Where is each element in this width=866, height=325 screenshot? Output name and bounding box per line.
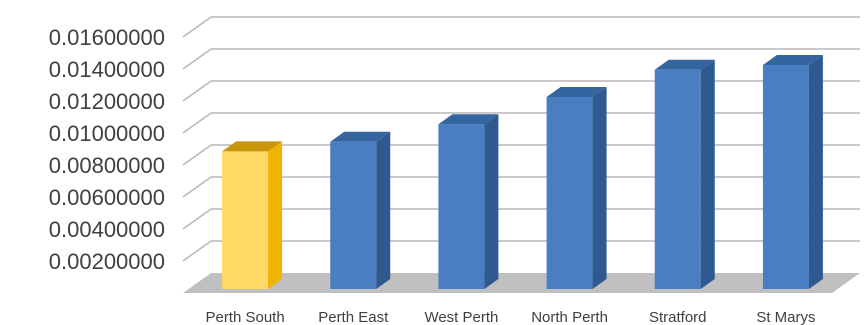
chart-floor [183, 273, 860, 293]
x-tick-label: Perth East [318, 309, 389, 325]
bar-front [222, 151, 269, 289]
gridline-wall [182, 16, 212, 38]
chart-bars [222, 55, 823, 289]
bar-side [808, 55, 823, 289]
bar-side [268, 141, 283, 289]
bar-side [700, 59, 715, 289]
bar-top [330, 131, 391, 142]
y-tick-label: 0.01000000 [49, 121, 165, 146]
y-tick-label: 0.01200000 [49, 89, 165, 114]
bar-front [546, 97, 593, 289]
x-tick-label: North Perth [531, 309, 608, 325]
bar-top [654, 59, 715, 70]
bar [438, 114, 499, 289]
y-tick-label: 0.00400000 [49, 217, 165, 242]
bar [222, 141, 283, 289]
x-tick-label: St Marys [756, 309, 815, 325]
bar-front [762, 65, 809, 289]
bar-top [546, 87, 607, 97]
bar-top [762, 55, 823, 65]
y-tick-label: 0.00800000 [49, 153, 165, 178]
y-tick-label: 0.00600000 [49, 185, 165, 210]
gridline-wall [182, 112, 212, 134]
bar-front [330, 141, 377, 289]
bar-front [438, 124, 485, 289]
x-tick-label: Perth South [205, 309, 284, 325]
gridline-wall [182, 80, 212, 102]
y-tick-label: 0.00200000 [49, 249, 165, 274]
y-axis-tick-labels: 0.00200000 0.00400000 0.00600000 0.00800000… [49, 25, 165, 274]
gridline-wall [182, 48, 212, 70]
y-tick-label: 0.01600000 [49, 25, 165, 50]
bar-side [592, 87, 607, 289]
bar [330, 131, 391, 289]
gridline-wall [182, 208, 212, 230]
gridline-wall [182, 176, 212, 198]
bar-side [376, 131, 391, 289]
bar-side [484, 114, 499, 289]
x-tick-label: Stratford [649, 309, 707, 325]
bar [762, 55, 823, 289]
bar-top [438, 114, 499, 125]
bar [654, 59, 715, 289]
bar [546, 87, 607, 289]
y-tick-label: 0.01400000 [49, 57, 165, 82]
chart-floor-layer [183, 273, 860, 293]
bar-front [654, 69, 701, 289]
chart-gridlines [182, 16, 860, 262]
x-tick-label: West Perth [424, 309, 498, 325]
gridline-wall [182, 144, 212, 166]
x-axis-tick-labels: Perth South Perth East West Perth North Per… [205, 309, 815, 325]
bar-top [222, 141, 283, 152]
gridline-wall [182, 240, 212, 262]
